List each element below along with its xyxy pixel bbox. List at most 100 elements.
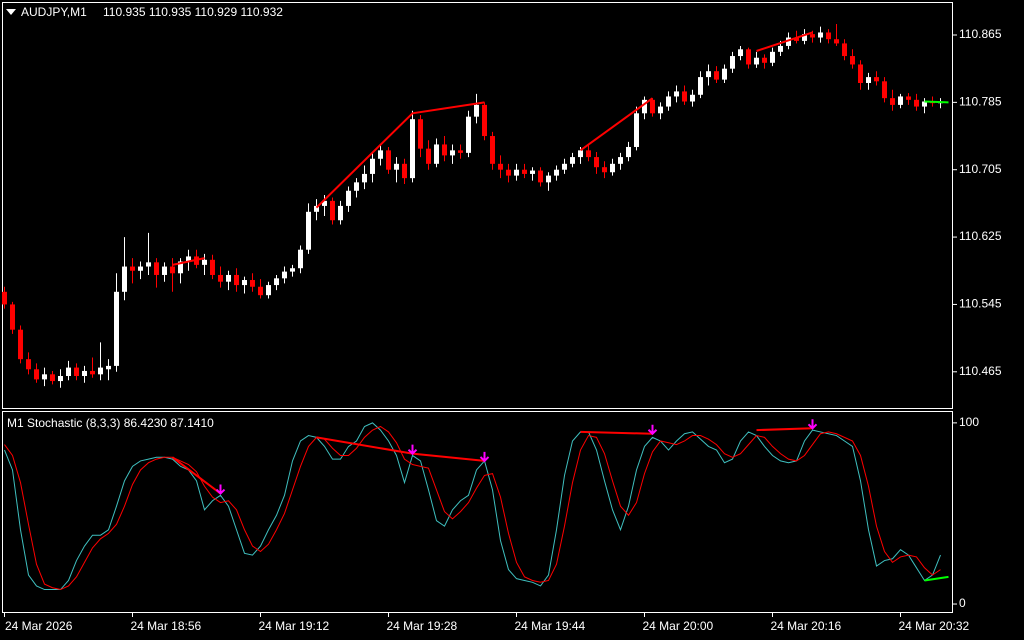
candle-body	[362, 173, 367, 183]
quote: 110.935 110.935 110.929 110.932	[103, 5, 283, 19]
candle-body	[282, 271, 287, 279]
candle-body	[402, 163, 407, 179]
candle-body	[746, 49, 751, 65]
trend-line	[924, 575, 949, 582]
signal-arrow	[479, 451, 490, 463]
x-tick-label: 24 Mar 19:44	[515, 619, 586, 633]
candle-body	[154, 262, 159, 275]
candle-body	[346, 190, 351, 206]
x-tick-label: 24 Mar 20:16	[771, 619, 842, 633]
candle-body	[618, 157, 623, 164]
candle-body	[266, 285, 271, 296]
candle-body	[138, 266, 143, 271]
candle-body	[290, 268, 295, 272]
trend-line	[579, 97, 654, 152]
candle-body	[394, 163, 399, 170]
trend-line	[756, 427, 813, 432]
candle-body	[514, 169, 519, 176]
candle-body	[506, 169, 511, 176]
candle-body	[610, 163, 615, 173]
candle-body	[466, 116, 471, 153]
candle-body	[450, 150, 455, 156]
candle-body	[226, 274, 231, 282]
menu-triangle[interactable]	[6, 9, 16, 15]
candle-body	[906, 96, 911, 100]
candle-body	[754, 57, 759, 65]
x-tick-label: 24 Mar 20:00	[643, 619, 714, 633]
candle-body	[58, 376, 63, 382]
candle-body	[634, 113, 639, 147]
x-tick-label: 24 Mar 19:12	[259, 619, 330, 633]
candle-body	[706, 71, 711, 78]
candle-body	[370, 158, 375, 174]
candle-body	[258, 286, 263, 296]
y-tick-label: 110.785	[959, 95, 1002, 109]
candle-body	[498, 163, 503, 170]
candle-body	[850, 56, 855, 65]
candle-body	[586, 150, 591, 158]
candle-body	[674, 91, 679, 97]
candle-body	[538, 170, 543, 183]
candle-body	[690, 94, 695, 102]
candle-body	[898, 96, 903, 105]
stochastic-line	[4, 425, 941, 591]
x-tick-label: 24 Mar 19:28	[387, 619, 458, 633]
candle-body	[122, 266, 127, 292]
candle-body	[338, 205, 343, 221]
candle-body	[418, 119, 423, 149]
candle-body	[802, 34, 807, 41]
y-tick-label: 110.865	[959, 27, 1002, 41]
candle-body	[818, 32, 823, 38]
candle-body	[882, 81, 887, 99]
trend-line	[172, 257, 205, 266]
candle-body	[218, 274, 223, 282]
y-tick-label: 100	[959, 415, 979, 429]
candle-body	[578, 150, 583, 158]
candle-body	[794, 37, 799, 41]
candle-body	[210, 259, 215, 275]
candle-body	[858, 64, 863, 83]
candle-body	[890, 98, 895, 105]
candle-body	[130, 266, 135, 271]
candle-body	[378, 150, 383, 159]
candle-body	[330, 200, 335, 221]
trend-line	[756, 31, 813, 52]
candle-body	[106, 365, 111, 370]
candle-body	[658, 106, 663, 114]
signal-arrow	[215, 484, 226, 495]
candle-body	[826, 32, 831, 40]
y-tick-label: 110.465	[959, 364, 1002, 378]
candle-body	[762, 57, 767, 63]
candle-body	[626, 146, 631, 158]
candle-body	[562, 163, 567, 170]
candle-body	[98, 367, 103, 375]
price-panel-frame	[2, 2, 953, 409]
candle-body	[242, 280, 247, 286]
candle-body	[914, 99, 919, 107]
candle-body	[442, 144, 447, 156]
candle-body	[50, 374, 55, 382]
candle-body	[546, 175, 551, 183]
candle-body	[698, 77, 703, 95]
candle-body	[650, 99, 655, 114]
candle-body	[66, 367, 71, 377]
signal-arrow	[407, 444, 418, 456]
candle-body	[482, 104, 487, 137]
candle-body	[322, 200, 327, 206]
candle-body	[770, 51, 775, 63]
candle-body	[114, 291, 119, 366]
candle-body	[570, 157, 575, 164]
candle-body	[778, 45, 783, 52]
candle-body	[834, 39, 839, 44]
candle-body	[594, 157, 599, 168]
x-tick-label: 24 Mar 18:56	[131, 619, 202, 633]
trend-line	[315, 101, 485, 209]
candle-body	[386, 150, 391, 170]
candle-body	[682, 91, 687, 102]
candle-body	[738, 49, 743, 57]
candle-body	[642, 99, 647, 114]
y-tick-label: 110.625	[959, 229, 1002, 243]
